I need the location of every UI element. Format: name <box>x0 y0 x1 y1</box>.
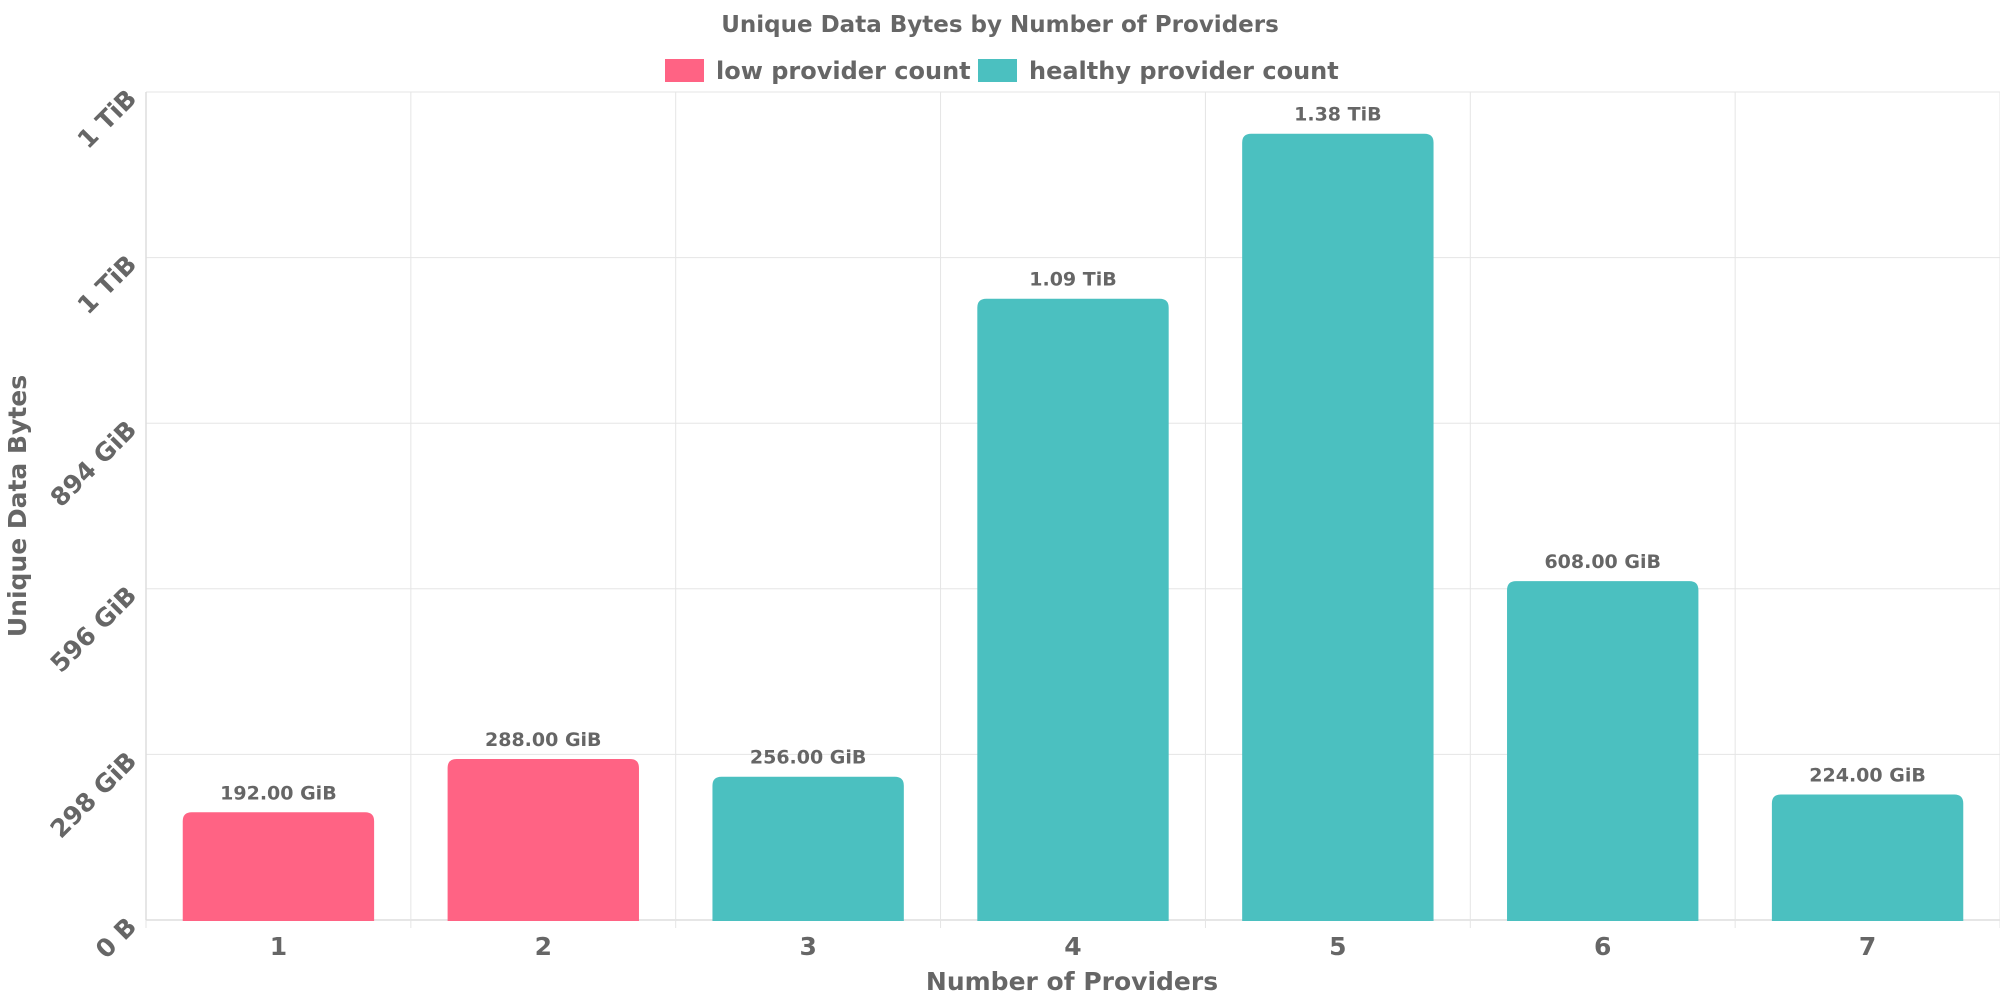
data-label-4: 1.09 TiB <box>1029 269 1116 291</box>
legend-swatch-healthy <box>978 59 1017 82</box>
legend: low provider count healthy provider coun… <box>665 57 1339 85</box>
y-axis-ticks: 0 B 298 GiB 596 GiB 894 GiB 1 TiB 1 TiB <box>45 84 143 964</box>
data-label-7: 224.00 GiB <box>1809 765 1926 787</box>
x-tick-label-5: 5 <box>1329 932 1346 961</box>
bar-5[interactable] <box>1242 133 1434 921</box>
bar-3[interactable] <box>712 776 904 921</box>
legend-label-healthy: healthy provider count <box>1029 57 1339 85</box>
x-tick-label-6: 6 <box>1594 932 1611 961</box>
y-tick-label: 894 GiB <box>45 415 143 513</box>
x-axis-title: Number of Providers <box>926 967 1218 996</box>
grid <box>145 91 2000 928</box>
x-tick-label-1: 1 <box>270 932 287 961</box>
y-tick-label: 596 GiB <box>45 581 143 679</box>
x-tick-label-2: 2 <box>535 932 552 961</box>
y-axis-title: Unique Data Bytes <box>3 375 32 637</box>
y-tick-label: 298 GiB <box>45 746 143 844</box>
bar-7[interactable] <box>1771 794 1964 921</box>
data-label-1: 192.00 GiB <box>220 782 337 804</box>
data-label-3: 256.00 GiB <box>750 747 867 769</box>
data-label-6: 608.00 GiB <box>1544 551 1661 573</box>
y-tick-label: 0 B <box>90 912 142 964</box>
y-tick-label: 1 TiB <box>72 84 143 155</box>
x-tick-label-4: 4 <box>1064 932 1081 961</box>
bars <box>182 133 1964 921</box>
x-tick-label-3: 3 <box>799 932 816 961</box>
legend-label-low: low provider count <box>716 57 971 85</box>
data-labels: 192.00 GiB 288.00 GiB 256.00 GiB 1.09 TiB 1.… <box>220 104 1926 805</box>
data-label-5: 1.38 TiB <box>1294 104 1381 126</box>
chart-title: Unique Data Bytes by Number of Providers <box>721 12 1279 38</box>
y-tick-label: 1 TiB <box>72 249 143 320</box>
legend-swatch-low <box>665 59 704 82</box>
bar-2[interactable] <box>447 758 639 921</box>
bar-1[interactable] <box>182 812 375 921</box>
data-label-2: 288.00 GiB <box>485 729 602 751</box>
x-tick-label-7: 7 <box>1859 932 1876 961</box>
bar-4[interactable] <box>977 298 1169 921</box>
x-axis-ticks: 1 2 3 4 5 6 7 <box>270 932 1877 961</box>
bar-6[interactable] <box>1507 581 1699 921</box>
